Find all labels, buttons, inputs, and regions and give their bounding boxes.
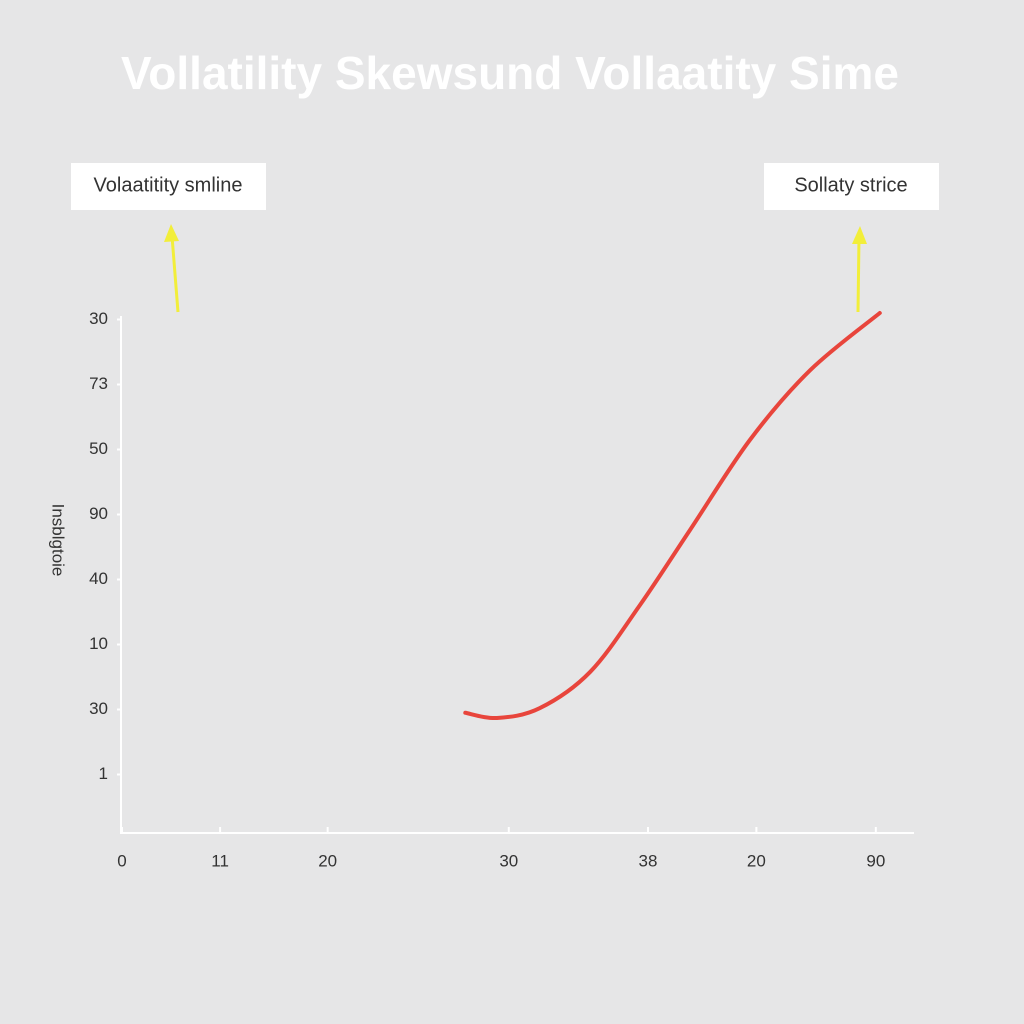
x-tick-label: 30 bbox=[499, 851, 518, 870]
x-tick-label: 20 bbox=[747, 851, 766, 870]
y-tick-label: 40 bbox=[89, 569, 108, 588]
y-tick-label: 30 bbox=[89, 699, 108, 718]
line bbox=[463, 311, 882, 720]
y-tick-label: 1 bbox=[99, 764, 108, 783]
annotation-box bbox=[764, 163, 939, 210]
annotation: Volaatitity smline bbox=[94, 174, 243, 196]
y-tick-label: 90 bbox=[89, 504, 108, 523]
arrow bbox=[170, 235, 180, 313]
chart-title: Vollatility Skewsund Vollaatity Sime bbox=[121, 47, 899, 99]
x-tick-label: 20 bbox=[318, 851, 337, 870]
x-tick-label: 11 bbox=[211, 851, 229, 870]
annotation-box bbox=[71, 163, 266, 210]
y-tick-label: 10 bbox=[89, 634, 108, 653]
arrow-head bbox=[164, 224, 179, 242]
arrow-head bbox=[852, 226, 867, 244]
y-tick-label: 50 bbox=[89, 439, 108, 458]
y-tick-label: 30 bbox=[89, 309, 108, 328]
x-tick-label: 0 bbox=[117, 851, 126, 870]
y-axis-label: Insblgtoie bbox=[49, 504, 68, 577]
y-tick-label: 73 bbox=[89, 374, 108, 393]
x-tick-label: 90 bbox=[866, 851, 885, 870]
x-tick-label: 38 bbox=[639, 851, 658, 870]
arrow bbox=[856, 237, 861, 313]
annotation: Sollaty strice bbox=[794, 174, 907, 196]
